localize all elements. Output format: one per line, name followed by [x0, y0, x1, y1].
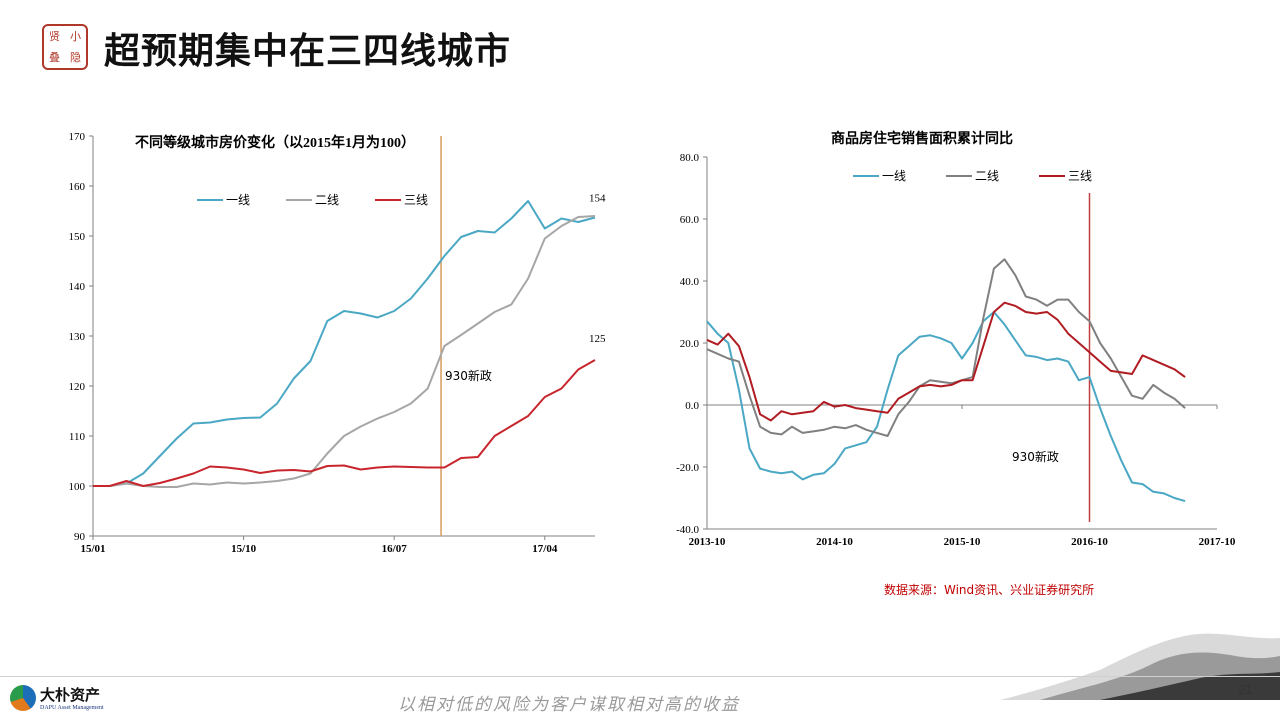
legend-label: 二线 — [975, 169, 999, 183]
slide-title: 超预期集中在三四线城市 — [104, 31, 512, 72]
footer-slogan: 以相对低的风险为客户谋取相对高的收益 — [398, 695, 740, 715]
logo-icon — [10, 684, 36, 711]
logo-name-en: DAPU Asset Management — [40, 705, 104, 711]
series-line-2 — [93, 215, 596, 488]
x-tick-label: 16/07 — [382, 543, 408, 555]
ink-landscape-decoration — [1000, 633, 1280, 700]
y-tick-label: 150 — [69, 231, 86, 243]
y-tick-label: 130 — [69, 331, 86, 343]
x-tick-label: 2013-10 — [689, 536, 726, 548]
legend-label: 二线 — [315, 193, 339, 207]
chart-title: 不同等级城市房价变化（以2015年1月为100） — [135, 134, 415, 151]
x-tick-label: 17/04 — [532, 543, 558, 555]
legend-label: 一线 — [226, 193, 250, 207]
series-line-3 — [706, 301, 1186, 422]
y-tick-label: 100 — [69, 481, 86, 493]
seal-char: 隐 — [70, 51, 81, 64]
policy-annotation: 930新政 — [445, 368, 492, 383]
seal-char: 小 — [70, 30, 81, 43]
series-line-3 — [93, 359, 596, 487]
company-logo: 大朴资产 DAPU Asset Management — [10, 684, 104, 711]
y-tick-label: 20.0 — [680, 338, 700, 350]
seal-logo: 贤 小 叠 隐 — [42, 24, 88, 70]
series-line-2 — [706, 258, 1186, 437]
y-tick-label: 0.0 — [685, 400, 699, 412]
y-tick-label: 160 — [69, 181, 86, 193]
data-source-note: 数据来源：Wind资讯、兴业证券研究所 — [884, 583, 1095, 597]
policy-annotation: 930新政 — [1012, 449, 1059, 464]
sales-area-chart: 商品房住宅销售面积累计同比 -40.0 -20.0 0.0 20.0 40.0 60.0 80… — [676, 130, 1236, 548]
y-tick-label: 140 — [69, 281, 86, 293]
x-tick-label: 2014-10 — [816, 536, 853, 548]
y-tick-label: 110 — [69, 431, 86, 443]
x-tick-label: 2015-10 — [944, 536, 981, 548]
house-price-chart: 不同等级城市房价变化（以2015年1月为100） 90 100 110 120 130 14… — [69, 131, 607, 555]
y-tick-label: -20.0 — [676, 462, 699, 474]
y-tick-label: 40.0 — [680, 276, 700, 288]
chart-title: 商品房住宅销售面积累计同比 — [831, 130, 1013, 147]
legend-label: 一线 — [882, 169, 906, 183]
y-tick-label: 60.0 — [680, 214, 700, 226]
x-tick-label: 2016-10 — [1071, 536, 1108, 548]
y-tick-label: 120 — [69, 381, 86, 393]
end-label-tier1: 154 — [589, 193, 606, 205]
end-label-tier3: 125 — [589, 333, 606, 345]
y-tick-label: 90 — [74, 531, 86, 543]
x-tick-label: 15/10 — [231, 543, 257, 555]
y-tick-label: 170 — [69, 131, 86, 143]
seal-char: 叠 — [49, 51, 60, 64]
series-line-1 — [706, 311, 1186, 503]
y-tick-label: 80.0 — [680, 152, 700, 164]
page-number: 21 — [1238, 682, 1253, 697]
x-tick-label: 15/01 — [80, 543, 105, 555]
footer-divider — [0, 676, 1280, 677]
legend-label: 三线 — [404, 193, 428, 207]
y-tick-label: -40.0 — [676, 524, 699, 536]
logo-name-cn: 大朴资产 — [40, 686, 101, 704]
series-line-1 — [93, 200, 596, 487]
legend-label: 三线 — [1068, 169, 1092, 183]
x-tick-label: 2017-10 — [1199, 536, 1236, 548]
seal-char: 贤 — [49, 30, 60, 43]
